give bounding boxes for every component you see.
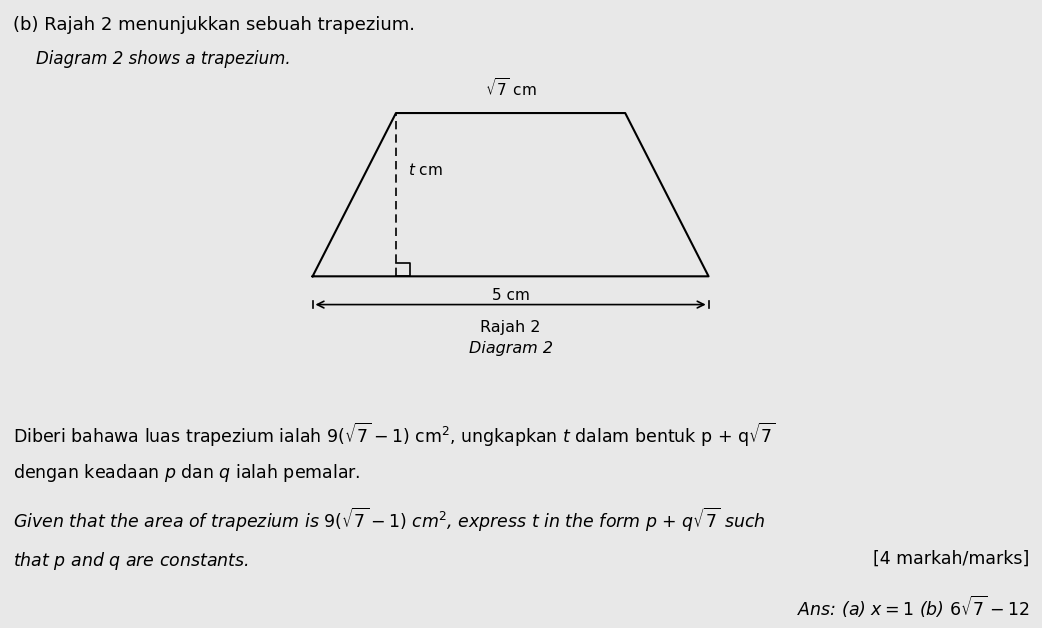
Text: that $p$ and $q$ are constants.: that $p$ and $q$ are constants. (13, 550, 248, 571)
Text: $\sqrt{7}$ cm: $\sqrt{7}$ cm (485, 77, 537, 99)
Text: dengan keadaan $p$ dan $q$ ialah pemalar.: dengan keadaan $p$ dan $q$ ialah pemalar… (13, 462, 361, 484)
Text: (b) Rajah 2 menunjukkan sebuah trapezium.: (b) Rajah 2 menunjukkan sebuah trapezium… (13, 16, 415, 34)
Text: Diagram 2: Diagram 2 (469, 341, 552, 356)
Text: [4 markah/marks]: [4 markah/marks] (873, 550, 1029, 568)
Text: Ans: (a) $x = 1$ (b) $6\sqrt{7} - 12$: Ans: (a) $x = 1$ (b) $6\sqrt{7} - 12$ (797, 593, 1029, 619)
Text: Diagram 2 shows a trapezium.: Diagram 2 shows a trapezium. (36, 50, 291, 68)
Text: 5 cm: 5 cm (492, 288, 529, 303)
Text: Rajah 2: Rajah 2 (480, 320, 541, 335)
Text: $t$ cm: $t$ cm (408, 161, 443, 178)
Text: Diberi bahawa luas trapezium ialah $9(\sqrt{7}-1)$ cm$^2$, ungkapkan $t$ dalam b: Diberi bahawa luas trapezium ialah $9(\s… (13, 421, 775, 449)
Text: Given that the area of trapezium is $9(\sqrt{7}-1)$ cm$^2$, express $t$ in the f: Given that the area of trapezium is $9(\… (13, 506, 765, 534)
